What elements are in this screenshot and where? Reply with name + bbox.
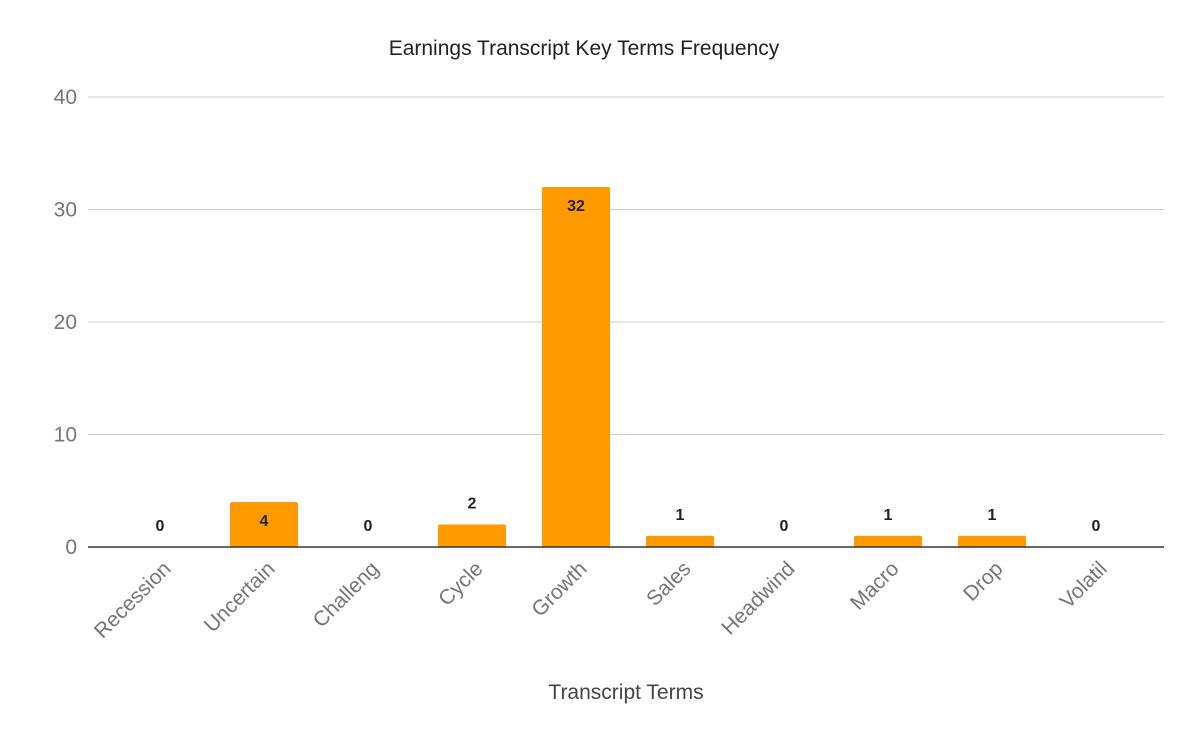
bar	[958, 535, 1026, 547]
bar	[542, 187, 610, 547]
x-tick-label: Sales	[642, 557, 695, 610]
x-tick-label: Drop	[959, 557, 1007, 605]
x-axis-ticks: Recession Uncertain Challeng Cycle Growth Sal…	[90, 557, 1112, 643]
data-label: 1	[988, 507, 997, 524]
y-tick-label: 30	[54, 199, 77, 222]
y-tick-label: 40	[54, 86, 77, 109]
data-label: 4	[260, 513, 269, 530]
x-tick-label: Cycle	[434, 557, 487, 610]
gridlines	[88, 96, 1164, 435]
y-axis-ticks: 0 10 20 30 40	[54, 86, 77, 559]
x-tick-label: Recession	[90, 557, 176, 643]
x-tick-label: Uncertain	[200, 557, 280, 637]
data-label: 0	[1092, 518, 1101, 535]
y-tick-label: 0	[65, 536, 77, 559]
bar	[438, 524, 506, 547]
y-tick-label: 10	[54, 424, 77, 447]
data-label: 0	[364, 518, 373, 535]
x-tick-label: Growth	[527, 557, 591, 621]
data-labels: 0 4 0 2 32 1 0 1 1 0	[156, 198, 1101, 535]
chart-title: Earnings Transcript Key Terms Frequency	[389, 37, 780, 60]
data-label: 1	[884, 507, 893, 524]
bar	[230, 502, 298, 547]
x-tick-label: Headwind	[717, 557, 799, 639]
bar	[854, 535, 922, 547]
x-tick-label: Macro	[846, 557, 904, 615]
x-tick-label: Volatil	[1056, 557, 1112, 613]
data-label: 2	[468, 496, 477, 513]
x-axis-title: Transcript Terms	[548, 681, 703, 704]
bars	[230, 187, 1026, 547]
y-tick-label: 20	[54, 311, 77, 334]
data-label: 0	[156, 518, 165, 535]
data-label: 1	[676, 507, 685, 524]
data-label: 32	[567, 198, 585, 215]
bar	[646, 535, 714, 547]
x-tick-label: Challeng	[309, 557, 384, 632]
data-label: 0	[780, 518, 789, 535]
